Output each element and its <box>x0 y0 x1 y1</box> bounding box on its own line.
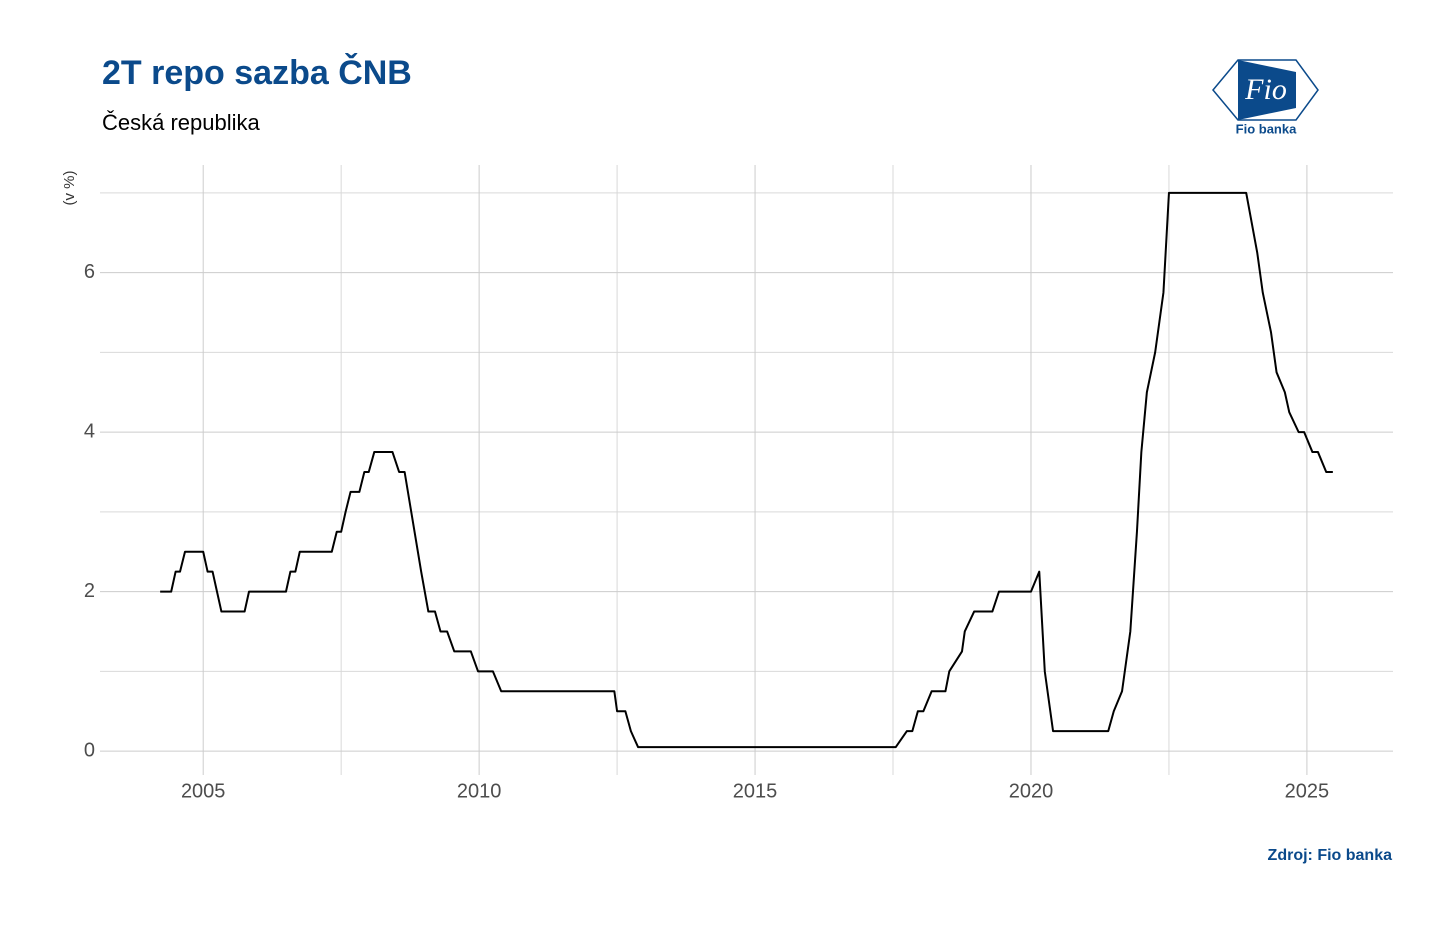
line <box>160 191 1333 749</box>
x-tick-label: 2015 <box>733 780 778 802</box>
x-tick-label: 2005 <box>181 780 226 802</box>
x-tick-label: 2020 <box>1009 780 1054 802</box>
source: Zdroj: Fio banka <box>1268 847 1393 864</box>
y-tick-label: 4 <box>84 420 95 442</box>
grid <box>100 165 1393 775</box>
y-tick-label: 6 <box>84 261 95 283</box>
x-tick-label: 2025 <box>1285 780 1330 802</box>
y-tick-label: 2 <box>84 580 95 602</box>
chart-subtitle: Česká republika <box>102 110 261 135</box>
logo: Fio Fio banka <box>1212 59 1319 136</box>
y-axis-label: (v %) <box>61 171 78 206</box>
x-tick-label: 2010 <box>457 780 502 802</box>
logo-name: Fio banka <box>1236 121 1297 136</box>
logo-mark: Fio <box>1244 73 1287 106</box>
logo-flag <box>1238 60 1296 120</box>
y-tick-label: 0 <box>84 739 95 761</box>
chart-title: 2T repo sazba ČNB <box>102 53 412 92</box>
